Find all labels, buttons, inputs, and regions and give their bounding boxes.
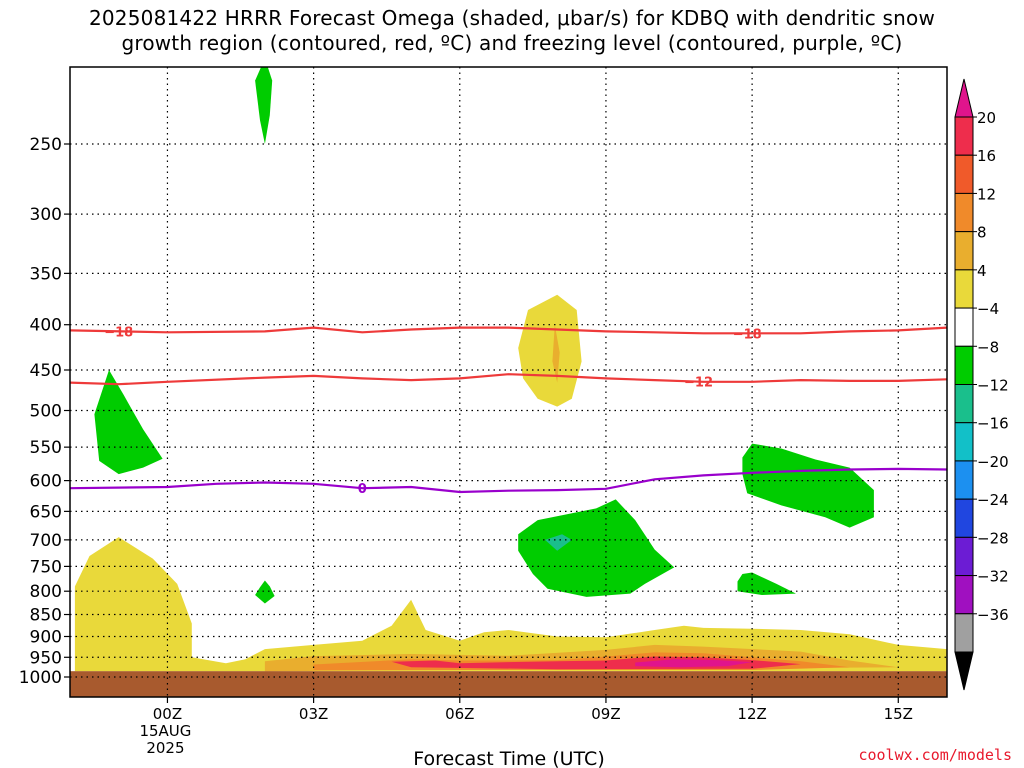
colorbar-swatch-2 — [954, 192, 974, 233]
y-tick-label-600: 600 — [30, 472, 62, 492]
colorbar-label-3: 8 — [977, 224, 987, 242]
y-tick-label-750: 750 — [30, 557, 62, 577]
y-tick-label-950: 950 — [30, 648, 62, 668]
colorbar: 20 16 12 8 4 −4 −8 −12 −16 −20 −24 −28 −32 −36 — [954, 78, 1009, 691]
title-line-1: 2025081422 HRRR Forecast Omega (shaded, … — [88, 6, 936, 30]
colorbar-swatch-0 — [954, 116, 974, 156]
x-tick-label-06Z: 06Z — [445, 705, 474, 723]
x-tick-label-09Z: 09Z — [591, 705, 620, 723]
axes-layer: 2503003504004505005506006507007508008509… — [19, 66, 948, 757]
x-tick-year: 2025 — [146, 739, 184, 757]
contour-label-2-0: 0 — [358, 482, 367, 497]
colorbar-swatch-11 — [954, 536, 974, 577]
shaded-region-9 — [94, 370, 163, 475]
shaded-region-3 — [552, 324, 560, 383]
y-tick-label-250: 250 — [30, 135, 62, 155]
shaded-region-11 — [545, 534, 572, 551]
colorbar-swatch-4 — [954, 269, 974, 309]
colorbar-swatch-13 — [954, 613, 974, 653]
colorbar-label-2: 12 — [977, 185, 996, 203]
chart-title: 2025081422 HRRR Forecast Omega (shaded, … — [0, 6, 1024, 56]
shaded-region-8 — [255, 67, 273, 144]
y-tick-label-550: 550 — [30, 438, 62, 458]
x-axis-label: Forecast Time (UTC) — [413, 748, 604, 768]
contour-label-1-0: −12 — [684, 376, 713, 391]
contour-layer: −18 −18 −12 0 — [70, 325, 947, 497]
colorbar-label-6: −8 — [977, 338, 999, 356]
colorbar-bottom-arrow — [954, 651, 974, 691]
contour-line-2 — [70, 467, 947, 494]
colorbar-label-4: 4 — [977, 262, 987, 280]
y-tick-label-450: 450 — [30, 361, 62, 381]
colorbar-label-0: 20 — [977, 109, 996, 127]
y-tick-label-900: 900 — [30, 627, 62, 647]
colorbar-label-1: 16 — [977, 147, 996, 165]
colorbar-label-11: −28 — [977, 529, 1009, 547]
y-tick-label-650: 650 — [30, 502, 62, 522]
x-tick-label-03Z: 03Z — [299, 705, 328, 723]
shaded-region-13 — [737, 572, 796, 595]
shaded-region-12 — [742, 443, 874, 528]
y-tick-label-350: 350 — [30, 264, 62, 284]
x-tick-label-15Z: 15Z — [884, 705, 913, 723]
colorbar-swatch-5 — [954, 307, 974, 347]
y-tick-label-1000: 1000 — [19, 668, 62, 688]
colorbar-swatch-3 — [954, 231, 974, 271]
omega-shading-layer — [70, 67, 947, 697]
colorbar-swatch-7 — [954, 384, 974, 424]
y-tick-label-500: 500 — [30, 402, 62, 422]
colorbar-top-arrow — [954, 78, 974, 118]
colorbar-swatch-6 — [954, 345, 974, 385]
colorbar-label-9: −20 — [977, 453, 1009, 471]
contour-label-0-1: −18 — [733, 327, 762, 342]
shaded-region-7 — [635, 659, 753, 668]
colorbar-swatch-10 — [954, 498, 974, 538]
contour-label-0-0: −18 — [104, 325, 133, 340]
colorbar-swatch-9 — [954, 460, 974, 500]
x-tick-label-12Z: 12Z — [737, 705, 766, 723]
y-tick-label-850: 850 — [30, 606, 62, 626]
contour-line-1 — [70, 373, 947, 386]
shaded-region-2 — [518, 294, 582, 407]
y-tick-label-400: 400 — [30, 316, 62, 336]
y-tick-label-300: 300 — [30, 205, 62, 225]
colorbar-label-8: −16 — [977, 415, 1009, 433]
colorbar-label-12: −32 — [977, 568, 1009, 586]
colorbar-label-7: −12 — [977, 377, 1009, 395]
ground-surface — [70, 671, 947, 697]
colorbar-label-5: −4 — [977, 300, 999, 318]
colorbar-swatch-8 — [954, 422, 974, 462]
shaded-region-14 — [255, 580, 275, 604]
title-line-2: growth region (contoured, red, ºC) and f… — [121, 31, 903, 55]
plot-frame — [69, 66, 948, 698]
grid-layer — [70, 67, 947, 697]
x-tick-date: 15AUG — [139, 722, 191, 740]
y-tick-label-700: 700 — [30, 531, 62, 551]
shaded-region-10 — [518, 499, 675, 597]
y-tick-label-800: 800 — [30, 582, 62, 602]
colorbar-swatch-1 — [954, 154, 974, 194]
x-tick-label-00Z: 00Z — [153, 705, 182, 723]
colorbar-swatch-12 — [954, 575, 974, 615]
credit-text: coolwx.com/models — [858, 746, 1012, 764]
shaded-region-1 — [74, 537, 947, 672]
contour-line-0 — [70, 326, 947, 335]
colorbar-label-10: −24 — [977, 491, 1009, 509]
colorbar-label-13: −36 — [977, 606, 1009, 624]
